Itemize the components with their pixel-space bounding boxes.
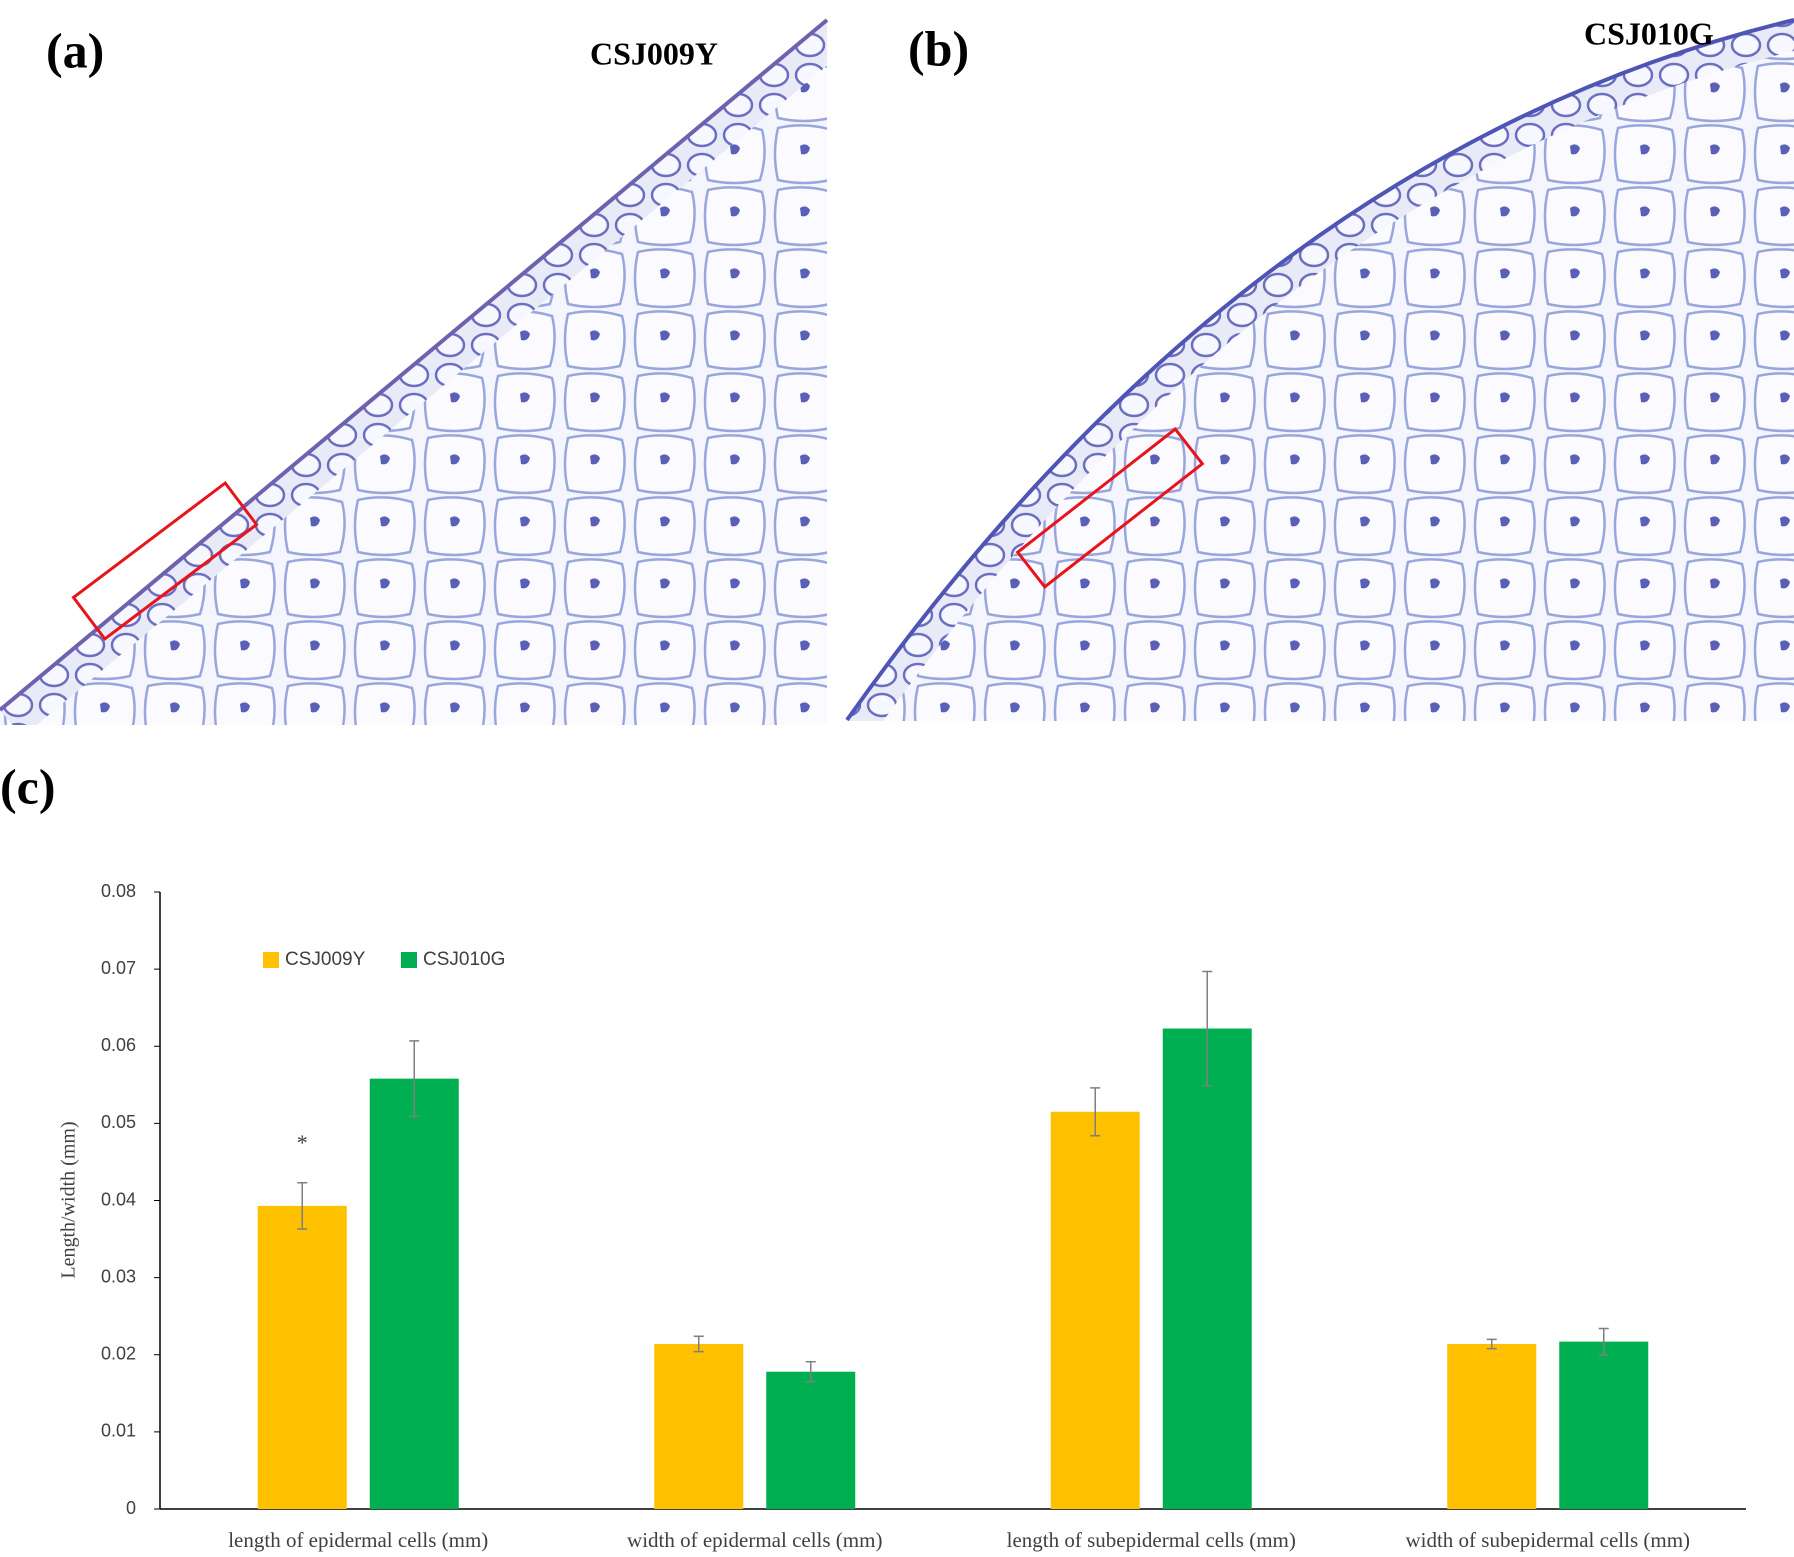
y-tick-label: 0.04 [101,1189,136,1209]
y-tick-label: 0.08 [101,881,136,901]
error-bar [1598,1327,1609,1356]
bar [257,1205,347,1509]
panel-label: (a) [46,22,104,78]
error-bar [693,1335,704,1353]
x-tick-label: width of subepidermal cells (mm) [1405,1528,1690,1552]
bar [1162,1028,1252,1509]
bar [766,1371,856,1509]
x-tick-label: width of epidermal cells (mm) [627,1528,882,1552]
panel-label: (c) [0,758,56,814]
legend-swatch [401,952,417,968]
y-tick-label: 0.02 [101,1344,136,1364]
sample-label: CSJ010G [1584,15,1714,51]
error-bar [1486,1338,1497,1350]
bar [1559,1341,1649,1509]
legend-label: CSJ010G [423,949,505,970]
panel-label: (b) [908,20,969,76]
y-tick-label: 0.07 [101,958,136,978]
micrograph-b [845,0,1794,722]
y-tick-label: 0.06 [101,1035,136,1055]
annotation: * [297,1130,308,1155]
bar [1447,1343,1537,1509]
legend-swatch [263,952,279,968]
error-bar [805,1360,816,1383]
error-bar [409,1040,420,1118]
y-axis-label: Length/width (mm) [58,1121,80,1278]
bar [654,1343,744,1509]
y-tick-label: 0.01 [101,1421,136,1441]
legend-label: CSJ009Y [285,949,366,970]
bar [369,1078,459,1509]
micrograph-a [0,0,829,725]
y-tick-label: 0.05 [101,1112,136,1132]
error-bar [1202,970,1213,1087]
error-bar [1090,1087,1101,1137]
y-tick-label: 0.03 [101,1266,136,1286]
y-tick-label: 0 [126,1498,136,1518]
bar [1050,1111,1140,1509]
error-bar [297,1182,308,1230]
x-tick-label: length of subepidermal cells (mm) [1007,1528,1296,1552]
x-tick-label: length of epidermal cells (mm) [228,1528,488,1552]
sample-label: CSJ009Y [590,35,718,71]
